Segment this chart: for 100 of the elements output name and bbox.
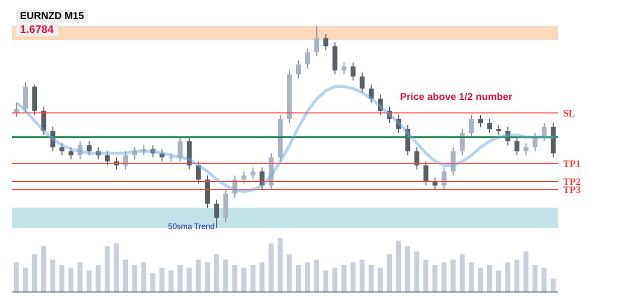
chart-title: EURNZD M15 xyxy=(16,10,88,23)
bar xyxy=(278,238,283,292)
bar xyxy=(196,260,201,292)
candlestick xyxy=(241,170,246,184)
bar xyxy=(132,265,138,292)
candlestick xyxy=(342,62,346,75)
candlestick xyxy=(96,146,101,160)
candlestick xyxy=(132,146,138,160)
bar xyxy=(414,252,420,292)
candlestick xyxy=(314,26,320,57)
bar xyxy=(296,265,301,292)
annotation: Price above 1/2 number xyxy=(400,92,512,103)
bar xyxy=(496,270,502,292)
ref-line-label: SL xyxy=(563,108,576,120)
candlestick xyxy=(123,150,128,170)
candlestick xyxy=(442,166,447,190)
ref-line-label: TP3 xyxy=(563,185,581,196)
bar xyxy=(514,260,520,292)
bar xyxy=(186,268,192,292)
candlestick xyxy=(414,146,420,170)
bar xyxy=(123,260,128,292)
bar xyxy=(232,265,238,292)
bar xyxy=(350,262,356,292)
bar xyxy=(214,254,220,292)
bar xyxy=(396,240,402,292)
bar xyxy=(332,268,338,292)
annotation: 50sma Trend xyxy=(168,222,215,231)
bar xyxy=(314,260,320,292)
candlestick xyxy=(360,72,365,94)
bar xyxy=(423,260,428,292)
bar xyxy=(150,273,156,292)
candlestick xyxy=(496,124,502,136)
bar xyxy=(432,265,438,292)
bar xyxy=(450,260,456,292)
bar xyxy=(59,265,64,292)
bar xyxy=(14,262,19,292)
bar xyxy=(286,254,292,292)
bar xyxy=(50,260,56,292)
bar xyxy=(532,265,538,292)
candlestick xyxy=(214,199,220,228)
candlestick xyxy=(368,84,374,104)
bar xyxy=(478,268,483,292)
bar xyxy=(68,268,74,292)
bar xyxy=(114,243,119,292)
candlestick xyxy=(487,118,492,134)
bar xyxy=(360,260,365,292)
candlestick xyxy=(296,60,301,80)
bar xyxy=(405,246,410,292)
candlestick xyxy=(104,150,110,166)
bar xyxy=(542,268,547,292)
candlestick xyxy=(468,114,474,138)
bar xyxy=(168,270,174,292)
candlestick xyxy=(178,136,183,162)
bar xyxy=(241,268,246,292)
candlestick xyxy=(150,144,156,158)
candlestick xyxy=(514,136,520,156)
annotation: 1.6784 xyxy=(16,24,58,36)
bar xyxy=(78,262,83,292)
bar xyxy=(268,243,274,292)
bar xyxy=(442,262,447,292)
candlestick xyxy=(260,166,265,190)
bar xyxy=(305,262,310,292)
ref-line-label: TP1 xyxy=(563,158,581,170)
candlestick xyxy=(396,114,402,134)
candlestick xyxy=(141,144,146,156)
bar xyxy=(41,246,46,292)
bar xyxy=(487,265,492,292)
bar xyxy=(523,252,528,292)
bar xyxy=(104,246,110,292)
bar xyxy=(159,268,164,292)
bar xyxy=(141,262,146,292)
candlestick xyxy=(323,34,328,51)
bar xyxy=(223,260,228,292)
candlestick xyxy=(196,160,201,184)
candlestick xyxy=(160,148,164,162)
candlestick xyxy=(524,142,528,156)
bar xyxy=(250,265,256,292)
bar xyxy=(386,254,392,292)
bar xyxy=(550,278,556,292)
candlestick xyxy=(86,140,92,156)
bar xyxy=(204,262,210,292)
candlestick xyxy=(350,62,356,82)
bar xyxy=(378,268,383,292)
candlestick xyxy=(250,166,256,180)
bar xyxy=(505,262,510,292)
bar xyxy=(22,268,28,292)
candlestick xyxy=(305,48,310,69)
candlestick xyxy=(68,146,74,160)
bar xyxy=(86,270,92,292)
candlestick xyxy=(423,160,428,186)
bar xyxy=(260,262,265,292)
bar xyxy=(468,262,474,292)
candlestick xyxy=(59,142,64,156)
candlestick xyxy=(23,82,28,114)
bar xyxy=(96,265,101,292)
candlestick xyxy=(532,132,538,152)
candlestick xyxy=(478,114,483,128)
candlestick xyxy=(78,140,83,160)
bar xyxy=(323,270,328,292)
bar xyxy=(368,265,374,292)
